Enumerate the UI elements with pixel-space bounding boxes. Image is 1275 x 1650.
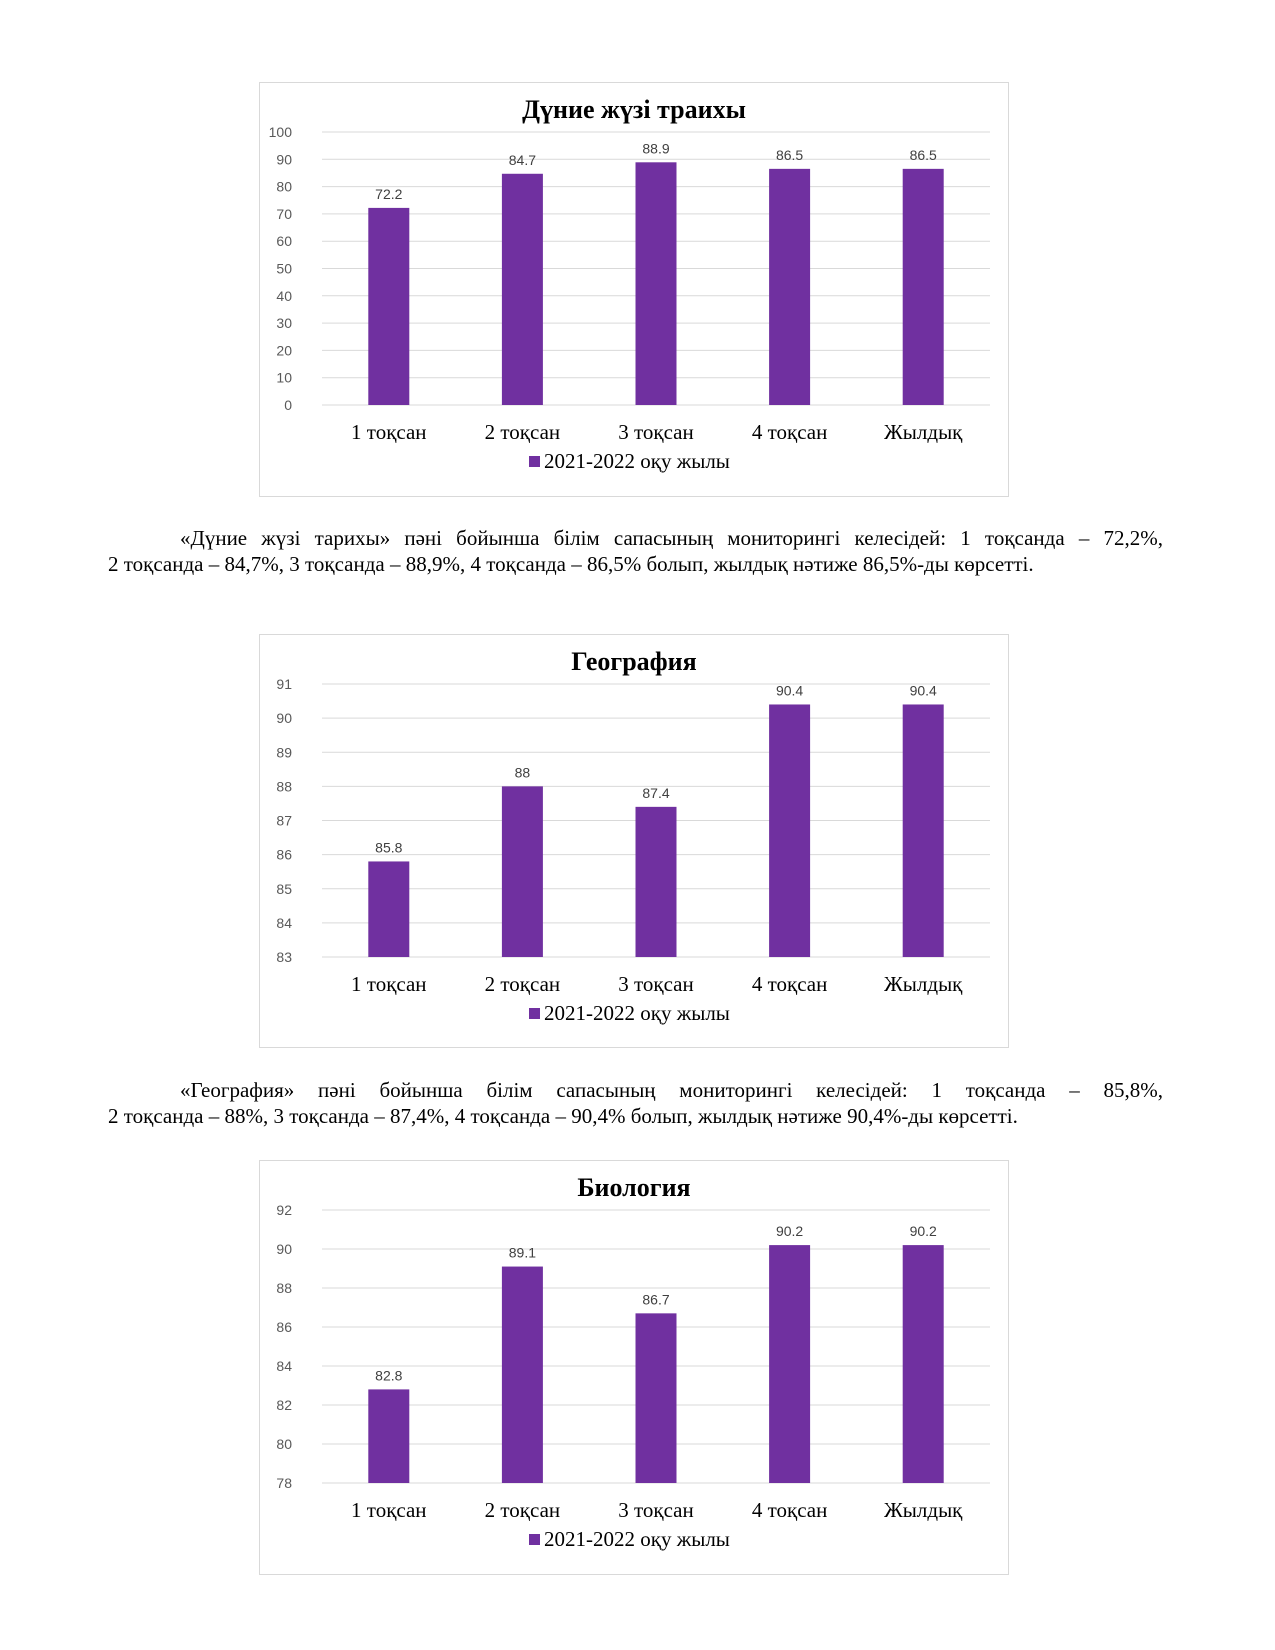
chart-title: Дүние жүзі траихы: [522, 95, 746, 124]
chart-biology: Биология 78 80 82 84 86 88 90 92 82.8 1 тоқсан 89.1…: [259, 1160, 1009, 1575]
bar: [368, 861, 410, 957]
y-tick-label: 84: [276, 915, 292, 931]
chart-title: География: [571, 647, 696, 676]
y-tick-label: 86: [276, 1319, 292, 1335]
y-tick-label: 92: [276, 1202, 292, 1218]
y-tick-label: 80: [276, 179, 292, 195]
data-label: 82.8: [375, 1367, 402, 1383]
bar: [501, 1266, 543, 1483]
y-tick-label: 87: [276, 813, 292, 829]
y-tick-label: 20: [276, 342, 292, 358]
x-tick-label: 2 тоқсан: [485, 420, 561, 444]
y-tick-label: 10: [276, 370, 292, 386]
x-tick-label: 4 тоқсан: [752, 1498, 828, 1522]
paragraph-world-history: «Дүние жүзі тарихы» пәні бойынша білім с…: [108, 525, 1163, 577]
data-label: 88: [515, 764, 531, 780]
chart-geography: География 83 84 85 86 87 88 89 90 91 85.8 1 тоқсан 8…: [259, 634, 1009, 1048]
y-tick-label: 84: [276, 1358, 292, 1374]
chart-svg: География 83 84 85 86 87 88 89 90 91 85.8 1 тоқсан 8…: [276, 647, 990, 1025]
chart-world-history: Дүние жүзі траихы 0 10 20 30 40 50 60 70 80 90 100 7…: [259, 82, 1009, 497]
bar: [902, 704, 944, 957]
paragraph-line: «Дүние жүзі тарихы» пәні бойынша білім с…: [180, 526, 1163, 550]
y-tick-label: 88: [276, 1280, 292, 1296]
y-tick-label: 70: [276, 206, 292, 222]
data-label: 88.9: [642, 140, 669, 156]
data-label: 84.7: [509, 152, 536, 168]
x-tick-label: 1 тоқсан: [351, 972, 427, 996]
y-tick-label: 85: [276, 881, 292, 897]
x-tick-label: 3 тоқсан: [618, 420, 694, 444]
x-tick-label: 2 тоқсан: [485, 972, 561, 996]
y-tick-label: 0: [284, 397, 292, 413]
data-label: 86.5: [776, 147, 803, 163]
y-tick-label: 30: [276, 315, 292, 331]
bar: [635, 806, 677, 957]
y-tick-label: 60: [276, 233, 292, 249]
x-tick-label: Жылдық: [884, 972, 963, 996]
legend-swatch: [529, 456, 540, 467]
bar: [769, 168, 811, 405]
bar: [368, 207, 410, 405]
data-label: 90.4: [910, 682, 937, 698]
data-label: 72.2: [375, 186, 402, 202]
y-tick-label: 82: [276, 1397, 292, 1413]
paragraph-line: 2 тоқсанда – 84,7%, 3 тоқсанда – 88,9%, …: [108, 552, 1034, 576]
bar: [635, 162, 677, 405]
chart-svg: Дүние жүзі траихы 0 10 20 30 40 50 60 70 80 90 100 7…: [269, 95, 990, 473]
x-tick-label: Жылдық: [884, 1498, 963, 1522]
legend-label: 2021-2022 оқу жылы: [544, 449, 730, 473]
bar: [368, 1389, 410, 1483]
bar: [635, 1313, 677, 1483]
data-label: 86.7: [642, 1291, 669, 1307]
bar: [902, 168, 944, 405]
y-tick-label: 89: [276, 744, 292, 760]
x-tick-label: 3 тоқсан: [618, 972, 694, 996]
data-label: 86.5: [910, 147, 937, 163]
y-tick-label: 91: [276, 676, 292, 692]
legend-label: 2021-2022 оқу жылы: [544, 1001, 730, 1025]
data-label: 89.1: [509, 1245, 536, 1261]
y-tick-label: 86: [276, 847, 292, 863]
legend-label: 2021-2022 оқу жылы: [544, 1527, 730, 1551]
paragraph-line: «География» пәні бойынша білім сапасының…: [180, 1078, 1163, 1102]
chart-title: Биология: [577, 1173, 690, 1202]
y-tick-label: 88: [276, 778, 292, 794]
data-label: 90.2: [910, 1223, 937, 1239]
legend-swatch: [529, 1534, 540, 1545]
y-tick-label: 100: [269, 124, 293, 140]
x-tick-label: 2 тоқсан: [485, 1498, 561, 1522]
x-tick-label: 1 тоқсан: [351, 420, 427, 444]
x-tick-label: 3 тоқсан: [618, 1498, 694, 1522]
bar: [769, 704, 811, 957]
data-label: 85.8: [375, 839, 402, 855]
x-tick-label: 4 тоқсан: [752, 420, 828, 444]
bar: [501, 173, 543, 405]
y-tick-label: 80: [276, 1436, 292, 1452]
y-tick-label: 90: [276, 151, 292, 167]
paragraph-line: 2 тоқсанда – 88%, 3 тоқсанда – 87,4%, 4 …: [108, 1104, 1018, 1128]
y-tick-label: 78: [276, 1475, 292, 1491]
data-label: 90.2: [776, 1223, 803, 1239]
bar: [769, 1245, 811, 1483]
x-tick-label: 1 тоқсан: [351, 1498, 427, 1522]
y-tick-label: 90: [276, 1241, 292, 1257]
bar: [902, 1245, 944, 1483]
chart-svg: Биология 78 80 82 84 86 88 90 92 82.8 1 тоқсан 89.1…: [276, 1173, 990, 1551]
y-tick-label: 40: [276, 288, 292, 304]
legend-swatch: [529, 1008, 540, 1019]
paragraph-geography: «География» пәні бойынша білім сапасының…: [108, 1077, 1163, 1129]
y-tick-label: 50: [276, 261, 292, 277]
x-tick-label: Жылдық: [884, 420, 963, 444]
data-label: 90.4: [776, 682, 803, 698]
bar: [501, 786, 543, 957]
y-tick-label: 90: [276, 710, 292, 726]
x-tick-label: 4 тоқсан: [752, 972, 828, 996]
data-label: 87.4: [642, 785, 669, 801]
y-tick-label: 83: [276, 949, 292, 965]
